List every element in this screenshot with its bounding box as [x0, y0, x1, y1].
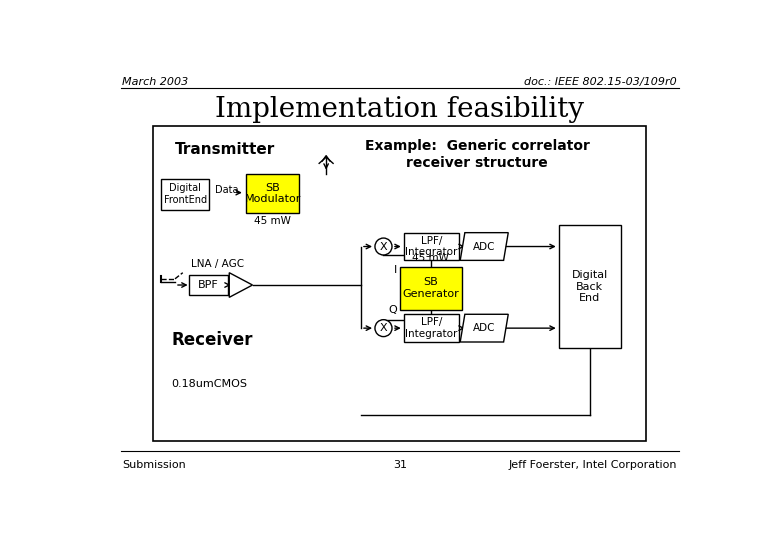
- Text: 45 mW: 45 mW: [254, 217, 291, 226]
- Text: ADC: ADC: [473, 323, 495, 333]
- Text: 31: 31: [393, 460, 406, 470]
- Bar: [154, 126, 646, 441]
- Text: 45 mW: 45 mW: [413, 253, 449, 262]
- Text: Implementation feasibility: Implementation feasibility: [215, 96, 584, 123]
- Bar: [403, 314, 459, 342]
- Text: Data: Data: [215, 185, 239, 195]
- Text: ADC: ADC: [473, 241, 495, 252]
- Polygon shape: [460, 314, 509, 342]
- Text: LNA / AGC: LNA / AGC: [191, 259, 244, 269]
- Text: Example:  Generic correlator
receiver structure: Example: Generic correlator receiver str…: [365, 139, 590, 170]
- Text: Digital
FrontEnd: Digital FrontEnd: [164, 184, 207, 205]
- Bar: [189, 275, 228, 295]
- Text: Jeff Foerster, Intel Corporation: Jeff Foerster, Intel Corporation: [509, 460, 677, 470]
- Text: Transmitter: Transmitter: [175, 142, 275, 157]
- Text: Receiver: Receiver: [171, 331, 253, 349]
- Bar: [399, 267, 462, 309]
- Text: Submission: Submission: [122, 460, 186, 470]
- Polygon shape: [229, 273, 253, 298]
- Text: 0.18umCMOS: 0.18umCMOS: [171, 379, 247, 389]
- Text: LPF/
Integrator: LPF/ Integrator: [406, 236, 458, 258]
- Text: SB
Generator: SB Generator: [402, 278, 459, 299]
- Text: X: X: [380, 323, 388, 333]
- Text: doc.: IEEE 802.15-03/109r0: doc.: IEEE 802.15-03/109r0: [524, 77, 677, 87]
- Bar: [161, 179, 209, 210]
- Text: Q: Q: [388, 305, 397, 315]
- Text: BPF: BPF: [198, 280, 218, 290]
- Circle shape: [375, 320, 392, 336]
- Text: SB
Modulator: SB Modulator: [244, 183, 301, 204]
- Text: Digital
Back
End: Digital Back End: [572, 270, 608, 303]
- Text: March 2003: March 2003: [122, 77, 189, 87]
- Bar: [246, 174, 299, 213]
- Text: LPF/
Integrator: LPF/ Integrator: [406, 318, 458, 339]
- Text: X: X: [380, 241, 388, 252]
- Text: I: I: [393, 265, 397, 275]
- Polygon shape: [460, 233, 509, 260]
- Bar: [558, 225, 621, 348]
- Bar: [403, 233, 459, 260]
- Circle shape: [375, 238, 392, 255]
